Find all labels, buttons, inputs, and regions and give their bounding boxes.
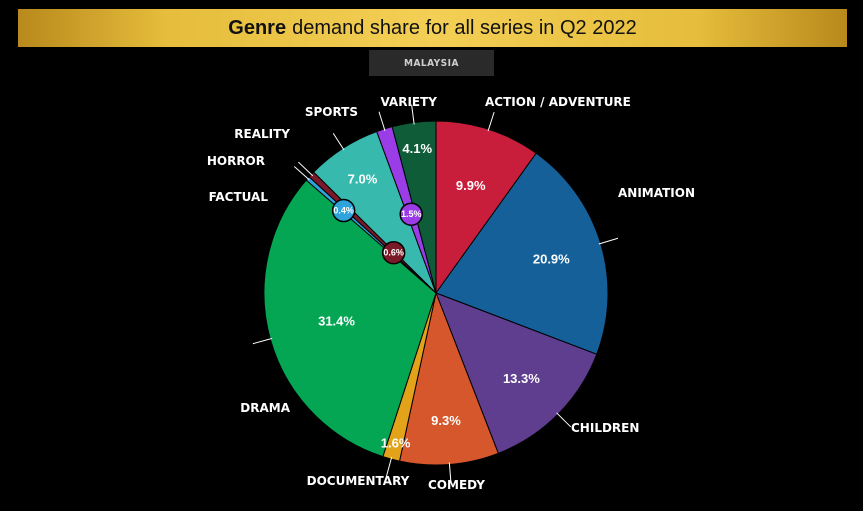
category-label: VARIETY — [380, 95, 437, 109]
category-label: HORROR — [207, 154, 265, 168]
value-label: 9.3% — [431, 413, 461, 428]
category-label: REALITY — [234, 127, 290, 141]
leader-line — [487, 111, 495, 132]
value-labels: 9.9% 20.9% 13.3% 9.3% 1.6% 31.4% 0.4% 0.6% 7.0% 1… — [318, 141, 570, 450]
leader-line — [385, 456, 393, 477]
value-label: 13.3% — [503, 371, 540, 386]
title-bold: Genre — [228, 16, 287, 39]
category-label: DRAMA — [240, 401, 290, 415]
category-label: SPORTS — [305, 105, 358, 119]
value-label: 20.9% — [533, 251, 570, 266]
value-label: 4.1% — [402, 141, 432, 156]
category-label: FACTUAL — [209, 190, 269, 204]
value-label: 0.6% — [383, 248, 404, 258]
category-label: COMEDY — [428, 478, 485, 492]
category-label: ACTION / ADVENTURE — [485, 95, 631, 109]
value-label: 1.6% — [381, 435, 411, 450]
leader-line — [598, 237, 619, 245]
value-label: 9.9% — [456, 178, 486, 193]
chart-title: Genre demand share for all series in Q2 … — [18, 9, 847, 47]
leader-line — [556, 412, 572, 428]
value-label: 7.0% — [348, 172, 378, 187]
value-badge — [381, 240, 406, 265]
value-label: 31.4% — [318, 314, 355, 329]
category-label: ANIMATION — [618, 186, 695, 200]
value-badge — [399, 202, 423, 226]
leader-lines — [252, 104, 619, 483]
region-tag: MALAYSIA — [369, 50, 494, 76]
leader-line — [332, 132, 345, 151]
leader-line — [378, 111, 386, 131]
leader-line — [252, 337, 273, 345]
leader-line — [293, 166, 310, 181]
leader-line — [297, 161, 314, 177]
title-rest: demand share for all series in Q2 2022 — [292, 16, 637, 39]
category-label: DOCUMENTARY — [307, 474, 410, 488]
category-label: CHILDREN — [571, 421, 639, 435]
leader-line — [411, 104, 415, 125]
leader-line — [448, 462, 452, 483]
category-labels: ACTION / ADVENTURE ANIMATION CHILDREN COMED… — [207, 95, 695, 492]
value-label: 0.4% — [333, 206, 354, 216]
value-badge — [331, 198, 356, 223]
value-label: 1.5% — [401, 209, 422, 219]
